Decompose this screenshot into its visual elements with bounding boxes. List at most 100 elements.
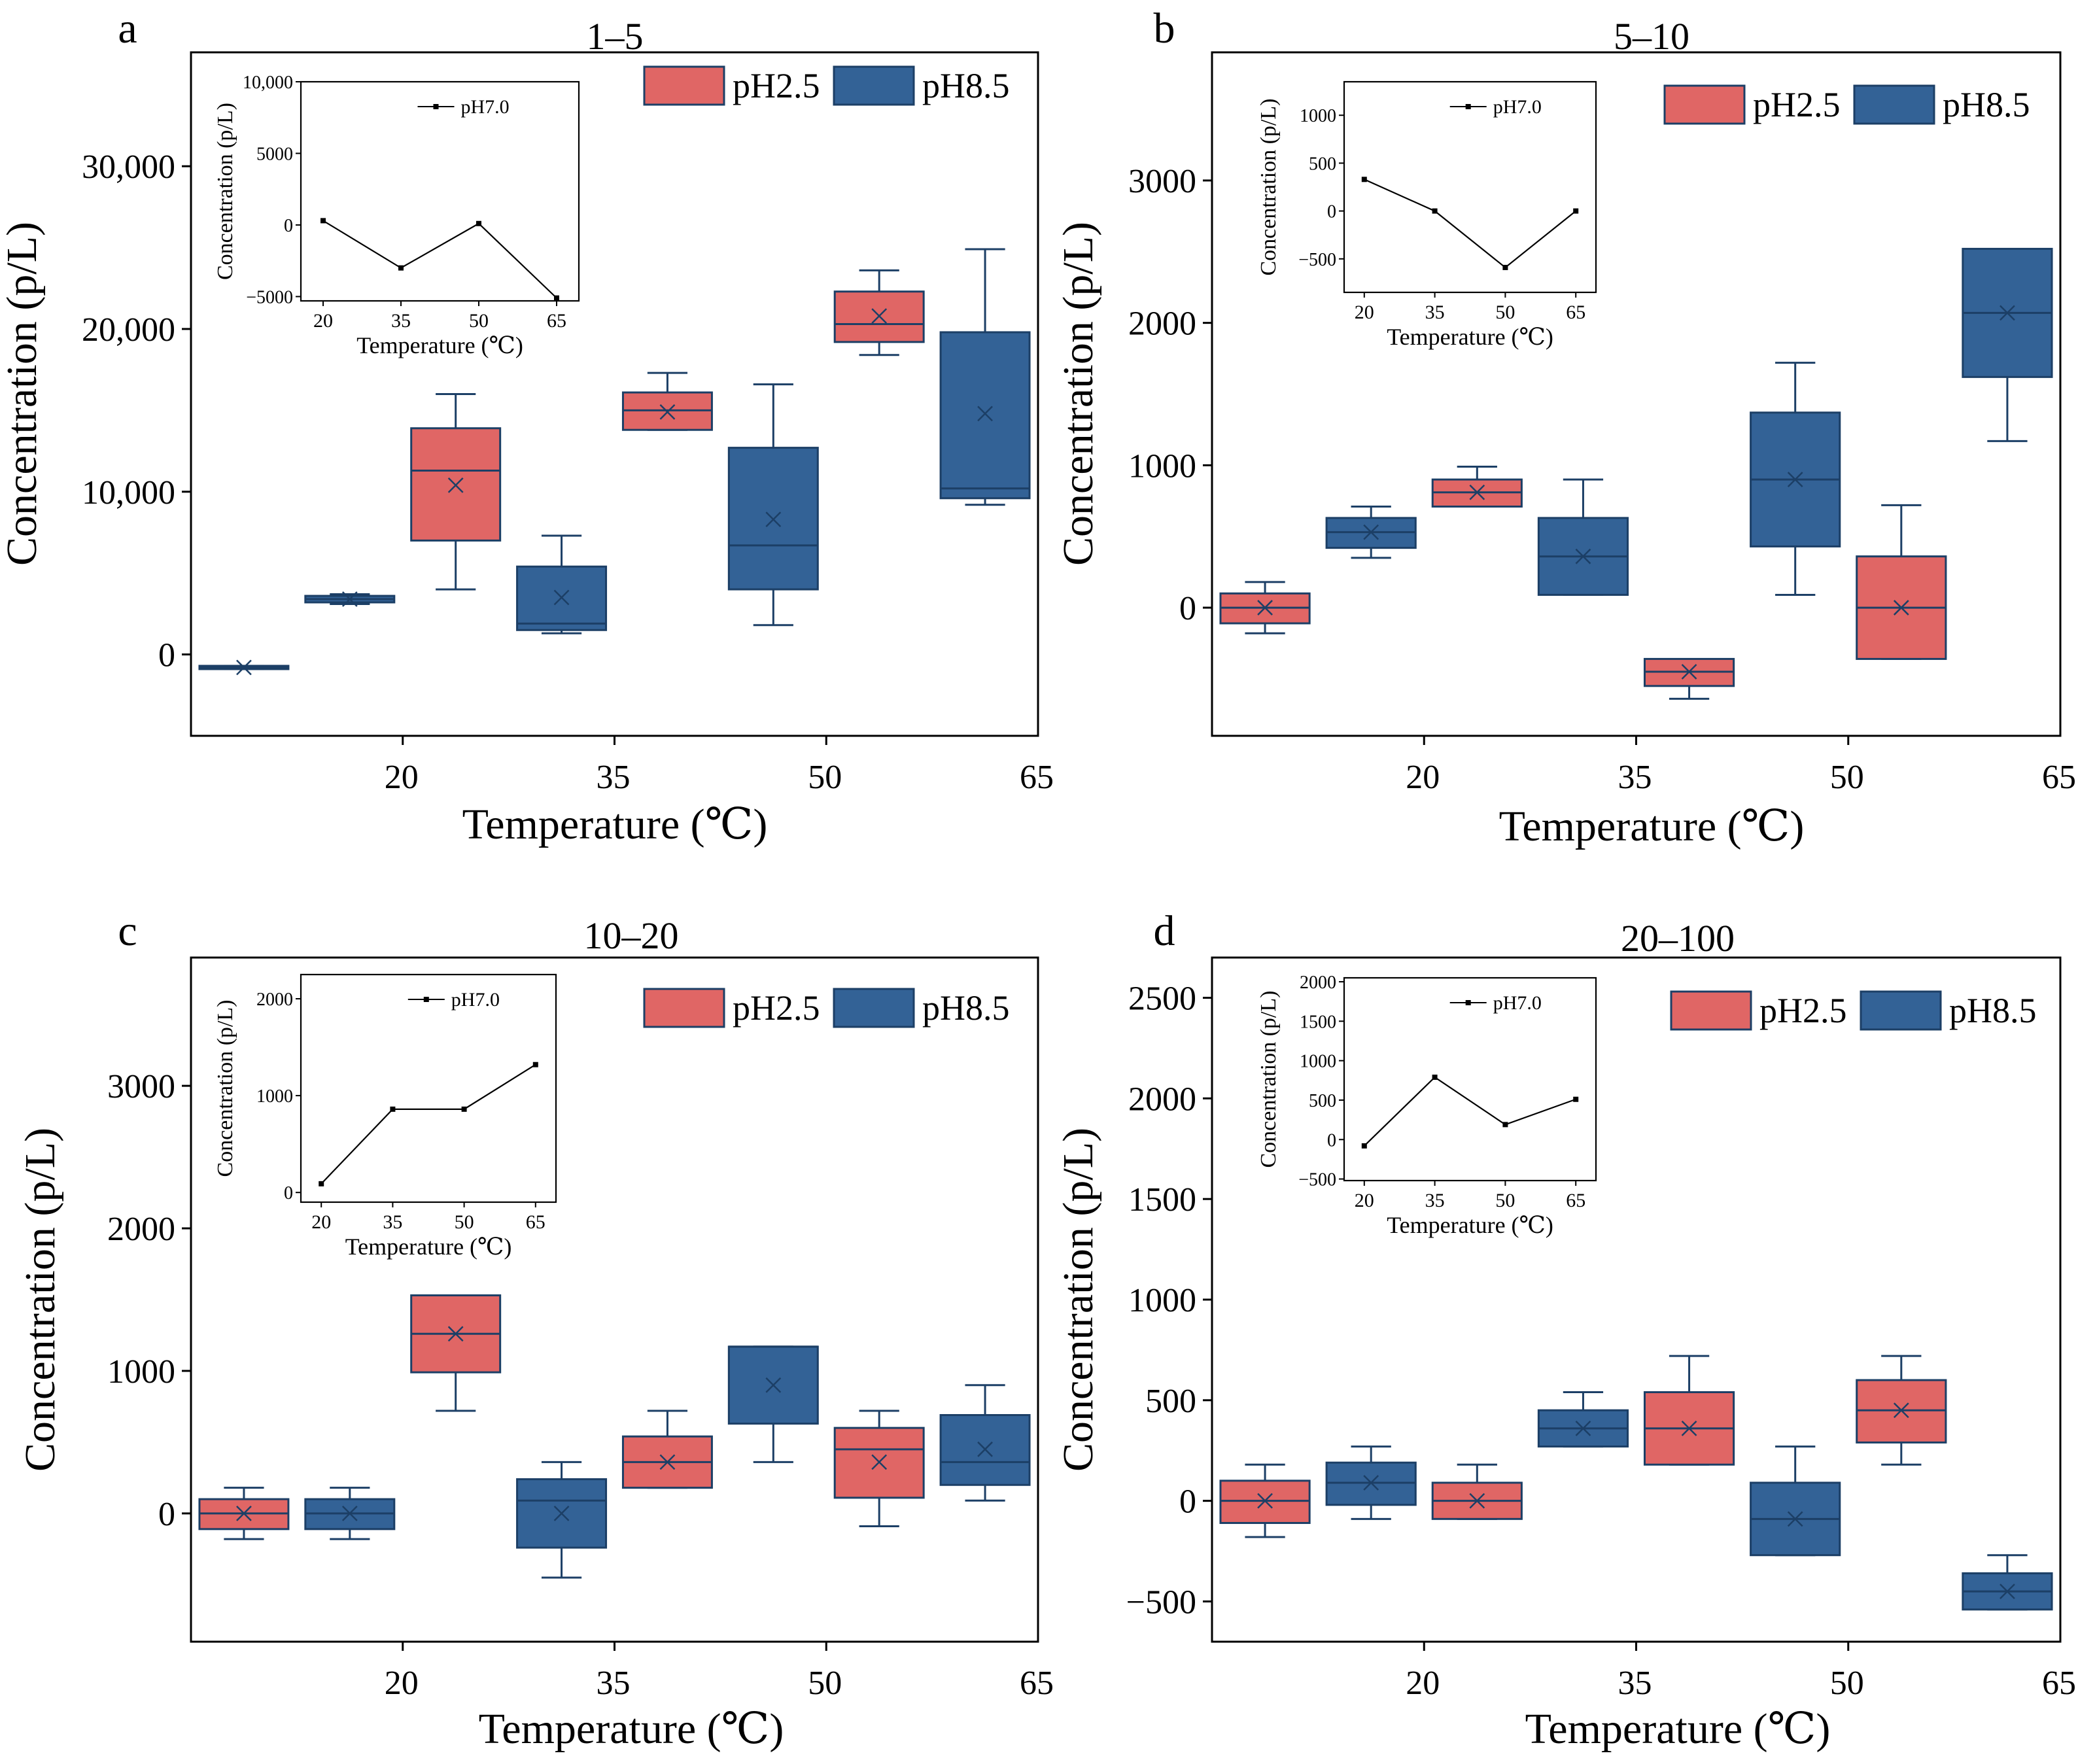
legend: pH2.5 pH8.5 bbox=[643, 65, 1010, 106]
box-pH8.5-65 bbox=[939, 248, 1031, 506]
box-pH2.5-35 bbox=[1431, 1463, 1523, 1520]
inset-x-tick-label: 35 bbox=[1425, 1190, 1445, 1211]
inset-series-line bbox=[1364, 1076, 1576, 1147]
inset-x-tick-label: 65 bbox=[1566, 302, 1585, 323]
x-axis-label: Temperature (℃) bbox=[1525, 1705, 1831, 1753]
box-pH2.5-20 bbox=[1219, 581, 1311, 634]
box-pH8.5-20 bbox=[304, 1487, 396, 1540]
inset-legend-label: pH7.0 bbox=[461, 96, 510, 118]
y-tick-label: 20,000 bbox=[82, 311, 175, 349]
inset-point bbox=[319, 1181, 324, 1186]
mean-marker bbox=[1893, 600, 1909, 615]
x-axis-label: Temperature (℃) bbox=[462, 801, 768, 848]
box-pH8.5-35 bbox=[1537, 478, 1629, 596]
box-pH8.5-50 bbox=[727, 383, 819, 627]
box-pH2.5-35 bbox=[410, 1294, 502, 1412]
box-pH2.5-35 bbox=[1431, 466, 1523, 508]
inset-x-tick-label: 50 bbox=[455, 1211, 474, 1233]
box-pH8.5-35 bbox=[516, 534, 608, 634]
mean-marker bbox=[447, 477, 464, 493]
legend-label-ph25: pH2.5 bbox=[1753, 85, 1841, 124]
inset-frame bbox=[300, 973, 557, 1203]
inset-y-tick-label: 0 bbox=[1327, 202, 1336, 222]
legend-swatch-ph25 bbox=[643, 988, 725, 1028]
y-tick-label: 3000 bbox=[1128, 163, 1196, 200]
y-tick-label: 1000 bbox=[1128, 447, 1196, 485]
mean-marker bbox=[236, 1505, 252, 1521]
inset-y-tick-label: 5000 bbox=[256, 144, 293, 164]
y-axis-label: Concentration (p/L) bbox=[1054, 1128, 1102, 1472]
box-pH2.5-50 bbox=[1643, 657, 1735, 700]
inset-y-tick-label: −500 bbox=[1298, 250, 1336, 270]
inset-x-tick-label: 65 bbox=[1566, 1190, 1585, 1211]
mean-marker bbox=[553, 589, 570, 606]
y-tick-label: 0 bbox=[158, 637, 175, 674]
inset-x-tick-label: 20 bbox=[1355, 1190, 1374, 1211]
mean-marker bbox=[1363, 1475, 1379, 1491]
inset-y-tick-label: −5000 bbox=[246, 287, 293, 307]
mean-marker bbox=[2000, 305, 2015, 321]
inset-chart: −5000 0 5000 10,000 20 35 50 65 pH7.0 Temperature… bbox=[213, 73, 580, 358]
inset-point bbox=[554, 295, 559, 301]
inset-y-tick-label: 0 bbox=[284, 1183, 293, 1203]
legend-swatch-ph25 bbox=[1670, 990, 1752, 1031]
inset-y-tick-label: 0 bbox=[1327, 1130, 1336, 1150]
inset-legend-marker bbox=[433, 104, 439, 109]
mean-marker bbox=[553, 1505, 570, 1521]
inset-frame bbox=[1343, 977, 1597, 1182]
mean-marker bbox=[447, 1326, 464, 1342]
legend-swatch-ph85 bbox=[833, 65, 915, 106]
panel-c: c 10–20 0 1000 2000 3000 20 35 50 65 Temperature (… bbox=[16, 907, 1054, 1753]
legend-swatch-ph85 bbox=[1853, 84, 1935, 125]
inset-point bbox=[1502, 264, 1508, 270]
y-axis-label: Concentration (p/L) bbox=[1054, 222, 1102, 566]
inset-x-tick-label: 50 bbox=[469, 310, 489, 332]
box-pH8.5-65 bbox=[1962, 1554, 2053, 1611]
x-axis-label: Temperature (℃) bbox=[1499, 803, 1805, 850]
inset-series-line bbox=[1364, 179, 1576, 269]
x-tick-label: 50 bbox=[1830, 1665, 1864, 1702]
box-pH2.5-50 bbox=[1643, 1355, 1735, 1466]
legend: pH2.5 pH8.5 bbox=[1663, 84, 2030, 125]
y-tick-label: 2000 bbox=[1128, 305, 1196, 343]
inset-legend-label: pH7.0 bbox=[1493, 96, 1542, 118]
inset-point bbox=[1573, 1096, 1579, 1102]
y-tick-label: 3000 bbox=[107, 1068, 175, 1105]
y-tick-label: 10,000 bbox=[82, 474, 175, 511]
inset-point bbox=[1432, 208, 1438, 214]
panel-title: 20–100 bbox=[1621, 917, 1735, 960]
box-pH8.5-20 bbox=[1325, 1445, 1417, 1520]
panel-title: 10–20 bbox=[584, 914, 679, 957]
y-axis-label: Concentration (p/L) bbox=[0, 222, 46, 566]
y-tick-label: 1000 bbox=[107, 1353, 175, 1391]
inset-legend-marker bbox=[423, 997, 429, 1002]
inset-point bbox=[461, 1106, 467, 1112]
inset-x-tick-label: 50 bbox=[1495, 302, 1515, 323]
box-pH8.5-65 bbox=[1962, 247, 2053, 442]
mean-marker bbox=[765, 511, 782, 527]
inset-frame bbox=[300, 80, 580, 302]
mean-marker bbox=[1575, 548, 1591, 564]
inset-point bbox=[398, 265, 404, 271]
x-axis-label: Temperature (℃) bbox=[479, 1705, 784, 1753]
y-tick-label: 2500 bbox=[1128, 980, 1196, 1018]
inset-series-line bbox=[322, 220, 557, 299]
legend-label-ph85: pH8.5 bbox=[922, 988, 1010, 1028]
x-tick-label: 65 bbox=[2042, 1665, 2076, 1702]
inset-y-axis-label: Concentration (p/L) bbox=[1256, 991, 1281, 1168]
box-pH8.5-35 bbox=[1537, 1391, 1629, 1448]
legend: pH2.5 pH8.5 bbox=[1670, 990, 2037, 1031]
x-tick-label: 65 bbox=[1020, 759, 1054, 796]
inset-y-axis-label: Concentration (p/L) bbox=[213, 1000, 237, 1177]
y-tick-label: 1000 bbox=[1128, 1282, 1196, 1319]
inset-point bbox=[1361, 177, 1367, 182]
y-tick-label: −500 bbox=[1126, 1583, 1196, 1621]
inset-x-axis-label: Temperature (℃) bbox=[1387, 324, 1553, 350]
inset-y-axis-label: Concentration (p/L) bbox=[1256, 99, 1281, 276]
mean-marker bbox=[1363, 524, 1379, 540]
box-pH8.5-20 bbox=[304, 591, 396, 607]
box-body bbox=[939, 331, 1031, 500]
inset-point bbox=[390, 1106, 396, 1112]
mean-marker bbox=[1575, 1421, 1591, 1436]
